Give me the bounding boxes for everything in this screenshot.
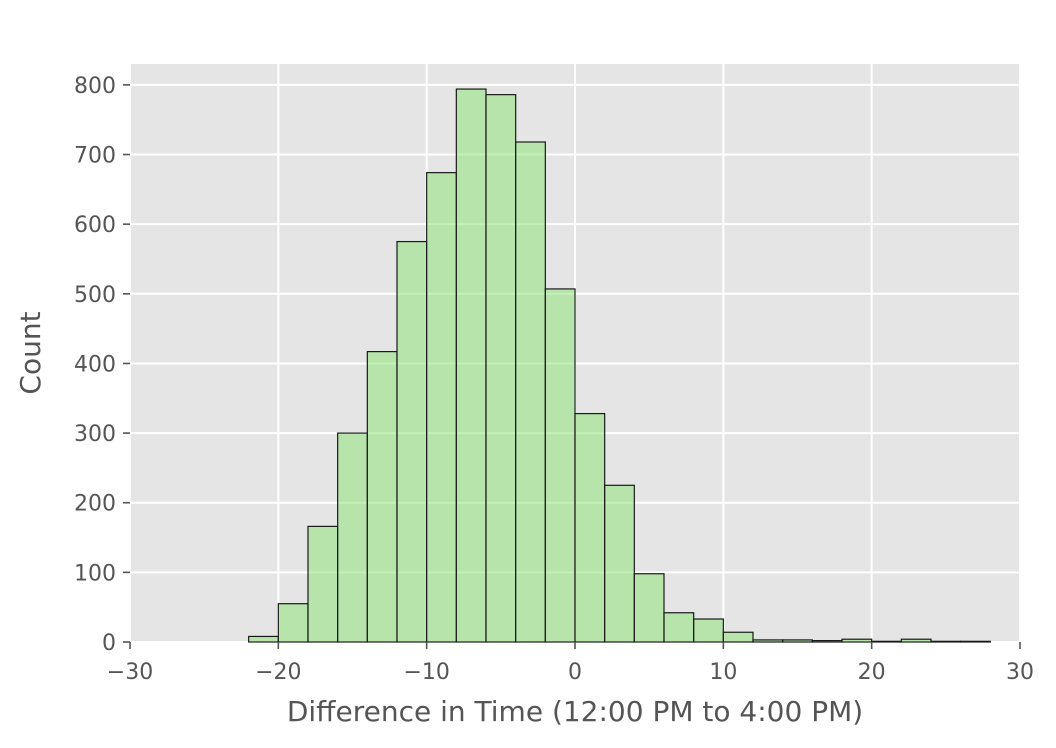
x-tick-label: 30	[1006, 660, 1034, 685]
histogram-bars	[248, 88, 991, 643]
y-tick-label: 300	[74, 422, 116, 447]
histogram-bar	[752, 639, 784, 643]
histogram-bar	[307, 525, 339, 643]
y-tick-label: 500	[74, 283, 116, 308]
histogram-bar	[485, 94, 517, 643]
y-tick-label: 800	[74, 74, 116, 99]
histogram-bar	[455, 88, 487, 643]
histogram-bar	[693, 618, 724, 643]
histogram-bar	[248, 635, 279, 643]
x-tick-label: 20	[858, 660, 886, 685]
y-tick-label: 700	[74, 144, 116, 169]
y-tick-label: 100	[74, 561, 116, 586]
x-tick-label: −10	[403, 660, 449, 685]
histogram-bar	[633, 573, 665, 643]
histogram-bar	[277, 603, 309, 643]
histogram-bar	[811, 640, 843, 643]
histogram-bar	[604, 484, 635, 643]
histogram-bar	[841, 638, 873, 643]
histogram-bar	[366, 351, 398, 643]
histogram-bar	[900, 638, 932, 643]
histogram-bar	[930, 640, 962, 643]
histogram-bar	[574, 412, 606, 643]
x-tick-label: −20	[255, 660, 301, 685]
x-tick-label: −30	[107, 660, 153, 685]
histogram-bar	[871, 640, 902, 643]
y-tick-label: 400	[74, 352, 116, 377]
x-tick-label: 0	[568, 660, 582, 685]
histogram-bar	[426, 172, 457, 643]
histogram-bar	[515, 141, 546, 643]
histogram-bar	[396, 240, 428, 643]
histogram-bar	[663, 612, 695, 643]
histogram-bar	[960, 640, 991, 643]
y-tick-label: 600	[74, 213, 116, 238]
histogram-bar	[782, 639, 813, 643]
x-tick-label: 10	[709, 660, 737, 685]
y-tick-label: 0	[102, 631, 116, 656]
axis-ticks: −30 −20 −10 0 10 20 30010020030040050060070080…	[74, 74, 1034, 685]
histogram-bar	[544, 288, 576, 643]
histogram-bar	[722, 631, 754, 643]
histogram-bar	[337, 432, 368, 643]
y-tick-label: 200	[74, 492, 116, 517]
x-axis-label: Difference in Time (12:00 PM to 4:00 PM)	[287, 695, 863, 728]
y-axis-label: Count	[14, 311, 47, 394]
